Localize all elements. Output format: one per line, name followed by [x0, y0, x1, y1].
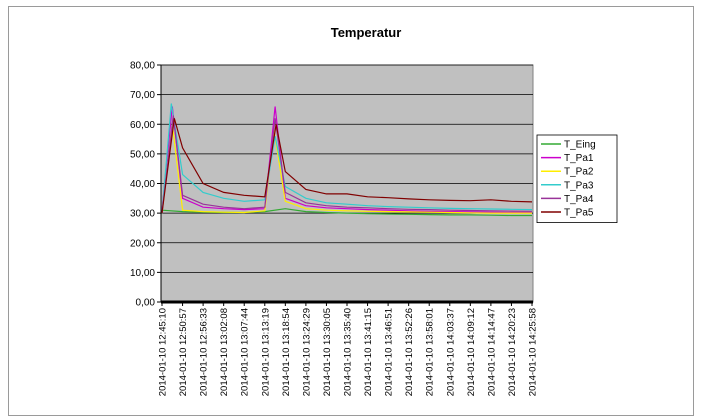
chart-frame: Temperatur 0,00 10,00 20,00 30,00 40,00 50,00…: [8, 6, 694, 416]
legend-label: T_Pa5: [564, 208, 594, 219]
y-tick-label: 80,00: [130, 61, 155, 72]
x-tick-label: 2014-01-10 13:13:19: [260, 308, 271, 396]
x-tick-label: 2014-01-10 13:35:40: [343, 308, 354, 396]
x-tick-label: 2014-01-10 12:50:57: [178, 308, 189, 396]
x-tick-label: 2014-01-10 12:56:33: [199, 308, 210, 396]
x-tick-label: 2014-01-10 13:46:51: [384, 308, 395, 396]
x-tick-label: 2014-01-10 14:09:12: [466, 308, 477, 396]
x-tick-label: 2014-01-10 13:30:05: [322, 308, 333, 396]
x-tick-label: 2014-01-10 13:02:08: [219, 308, 230, 396]
legend-label: T_Pa4: [564, 194, 594, 205]
x-tick-label: 2014-01-10 13:58:01: [425, 308, 436, 396]
legend: T_Eing T_Pa1 T_Pa2 T_Pa3 T_Pa4 T_Pa5: [536, 134, 618, 223]
series-line-t-pa2: [161, 124, 532, 214]
x-tick-label: 2014-01-10 13:07:44: [240, 308, 251, 396]
legend-label: T_Pa1: [564, 153, 594, 164]
y-tick-label: 50,00: [130, 149, 155, 160]
chart-title: Temperatur: [331, 25, 402, 40]
x-tick-label: 2014-01-10 14:03:37: [445, 308, 456, 396]
legend-label: T_Pa2: [564, 167, 594, 178]
legend-label: T_Eing: [564, 140, 596, 151]
y-tick-label: 60,00: [130, 120, 155, 131]
x-tick-label: 2014-01-10 12:45:10: [158, 308, 169, 396]
series-line-t-pa1: [161, 106, 532, 214]
temperature-chart: Temperatur 0,00 10,00 20,00 30,00 40,00 50,00…: [130, 25, 618, 396]
y-tick-label: 0,00: [136, 298, 156, 309]
series-line-t-pa3: [161, 103, 533, 214]
x-tick-label: 2014-01-10 13:52:26: [404, 308, 415, 396]
x-tick-label: 2014-01-10 13:18:54: [281, 308, 292, 396]
y-tick-label: 20,00: [130, 238, 155, 249]
legend-box: [536, 134, 618, 223]
series-line-t-pa4: [161, 115, 533, 214]
x-tick-label: 2014-01-10 13:24:29: [301, 308, 312, 396]
x-tick-label: 2014-01-10 14:14:47: [486, 308, 497, 396]
x-tick-label: 2014-01-10 13:41:15: [363, 308, 374, 396]
y-tick-label: 40,00: [130, 179, 155, 190]
series-line-t-pa5: [161, 118, 533, 214]
x-tick-label: 2014-01-10 14:25:58: [528, 308, 539, 396]
y-tick-label: 10,00: [130, 268, 155, 279]
x-tick-label: 2014-01-10 14:20:23: [507, 308, 518, 396]
legend-label: T_Pa3: [564, 180, 594, 191]
y-tick-label: 70,00: [130, 90, 155, 101]
y-tick-label: 30,00: [130, 209, 155, 220]
